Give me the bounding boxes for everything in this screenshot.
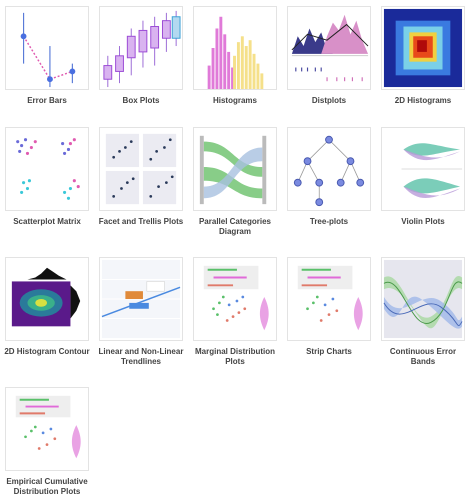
thumbnail [99,257,183,341]
card-label: Facet and Trellis Plots [98,217,184,226]
gallery-card[interactable]: 2D Histogram Contour [2,257,92,357]
thumbnail [381,6,465,90]
card-label: Violin Plots [401,217,445,226]
gallery-card[interactable]: Empirical Cumulative Distribution Plots [2,387,92,497]
thumbnail [287,6,371,90]
gallery-card[interactable]: Tree-plots [284,127,374,227]
card-label: 2D Histograms [394,96,452,105]
card-label: Distplots [311,96,347,105]
gallery-card[interactable]: Strip Charts [284,257,374,357]
card-label: Empirical Cumulative Distribution Plots [6,477,88,496]
card-label: Strip Charts [306,347,352,356]
card-label: 2D Histogram Contour [4,347,90,356]
thumbnail [287,127,371,211]
card-label: Continuous Error Bands [389,347,457,366]
thumbnail [381,257,465,341]
gallery-card[interactable]: Error Bars [2,6,92,106]
card-label: Linear and Non-Linear Trendlines [98,347,184,366]
thumbnail [5,257,89,341]
gallery-card[interactable]: Parallel Categories Diagram [190,127,280,237]
thumbnail [5,6,89,90]
gallery-card[interactable]: Violin Plots [378,127,468,227]
card-label: Error Bars [27,96,67,105]
thumbnail [99,6,183,90]
thumbnail [5,387,89,471]
thumbnail [193,127,277,211]
card-label: Histograms [212,96,257,105]
gallery-card[interactable]: Continuous Error Bands [378,257,468,367]
card-label: Scatterplot Matrix [13,217,81,226]
thumbnail [5,127,89,211]
thumbnail [99,127,183,211]
gallery-card[interactable]: Histograms [190,6,280,106]
card-label: Box Plots [122,96,160,105]
gallery-card[interactable]: Box Plots [96,6,186,106]
gallery-card[interactable]: Distplots [284,6,374,106]
gallery-card[interactable]: Scatterplot Matrix [2,127,92,227]
card-label: Tree-plots [309,217,349,226]
gallery-card[interactable]: 2D Histograms [378,6,468,106]
card-label: Marginal Distribution Plots [195,347,275,366]
gallery-card[interactable]: Marginal Distribution Plots [190,257,280,367]
thumbnail [287,257,371,341]
thumbnail [381,127,465,211]
gallery-card[interactable]: Linear and Non-Linear Trendlines [96,257,186,367]
thumbnail [193,6,277,90]
thumbnail [193,257,277,341]
gallery-card[interactable]: Facet and Trellis Plots [96,127,186,227]
card-label: Parallel Categories Diagram [198,217,272,236]
